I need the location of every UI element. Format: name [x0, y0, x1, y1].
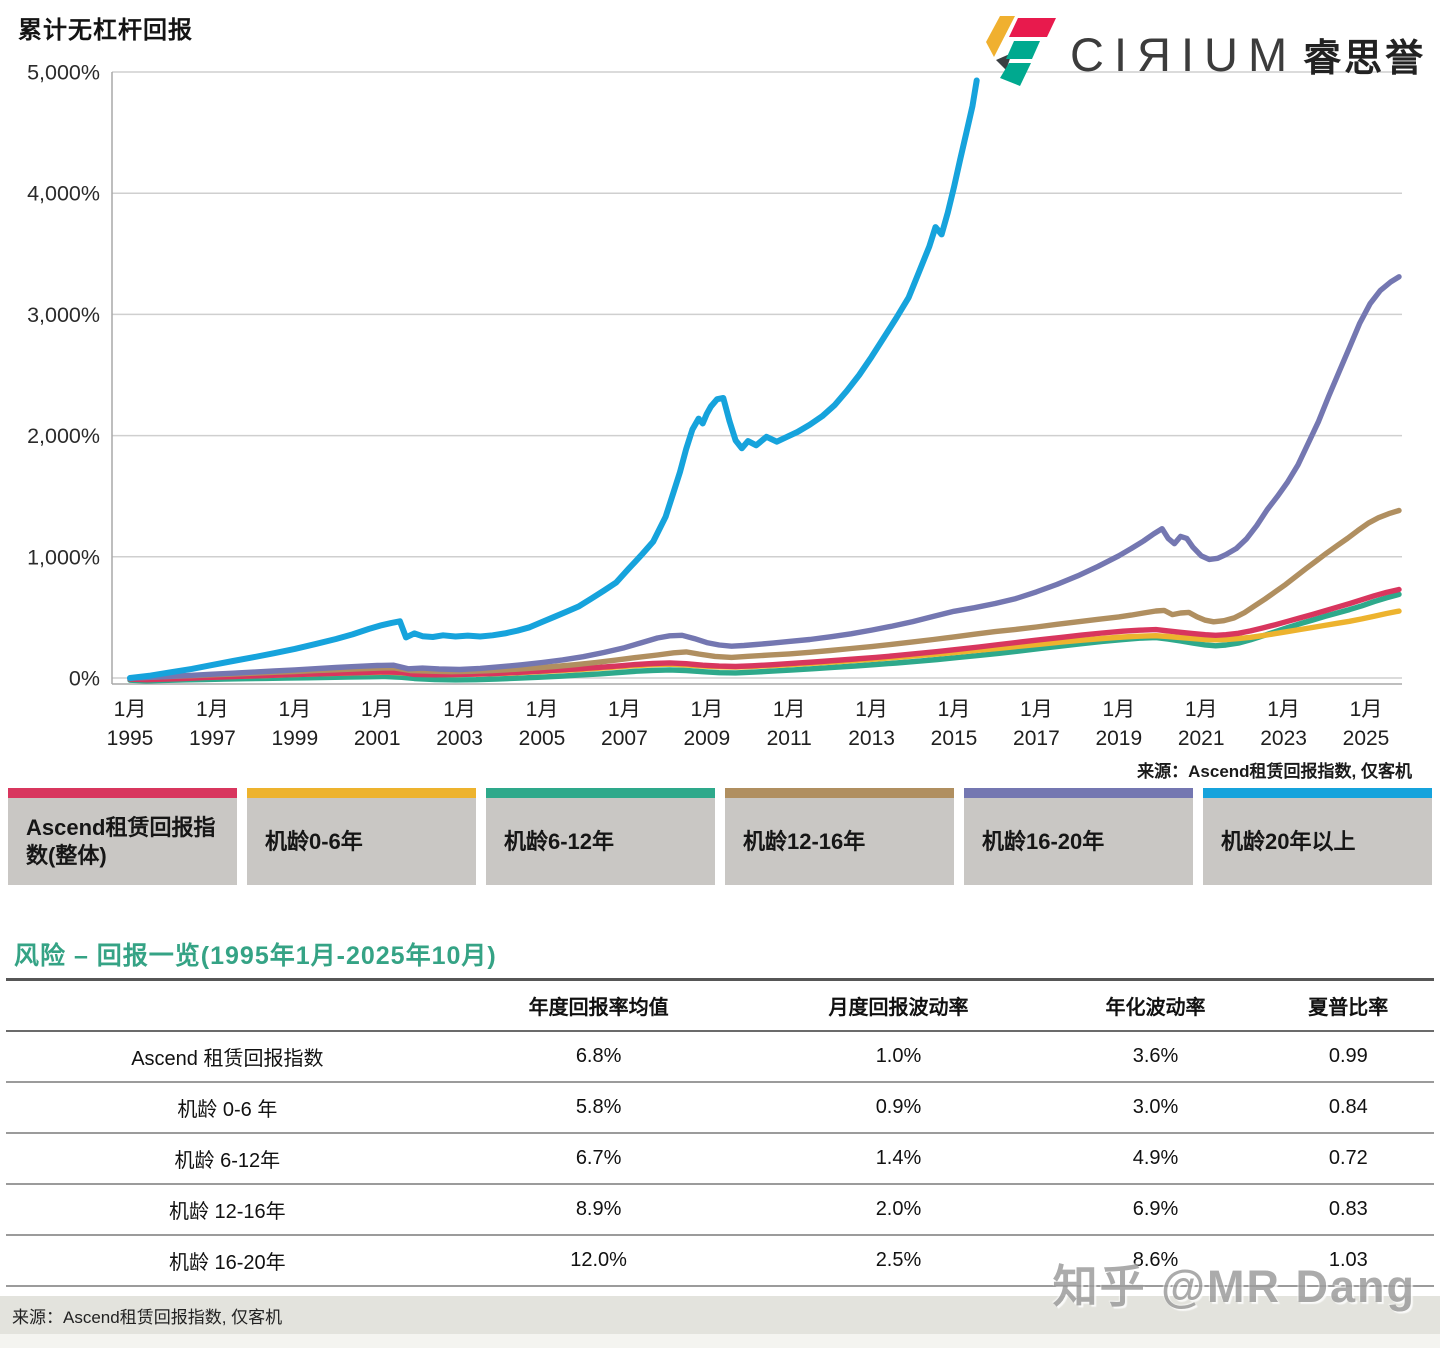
series-line-机龄16-20年 [127, 274, 1402, 681]
row-label: 机龄 6-12年 [174, 1150, 281, 1172]
row-value: 1.0% [875, 1045, 922, 1067]
legend-item: 机龄12-16年 [725, 788, 954, 885]
table-column-header: 月度回报波动率 [828, 997, 969, 1019]
series-lines [127, 77, 1402, 684]
cirium-logo-mark [986, 16, 1056, 86]
legend-item-label: 机龄0-6年 [265, 828, 363, 854]
row-value: 1.4% [875, 1147, 922, 1169]
series-line-机龄20年以上 [127, 77, 980, 681]
row-value: 12.0% [570, 1249, 627, 1271]
x-axis-tick-label: 1月 2005 [519, 698, 566, 750]
legend-color-bar [1203, 788, 1432, 798]
row-value: 8.9% [575, 1198, 622, 1220]
y-axis-tick-label: 0% [69, 667, 100, 691]
row-value: 0.84 [1328, 1096, 1368, 1118]
legend-item-label: 机龄6-12年 [504, 828, 615, 854]
risk-table-header: 年度回报率均值 月度回报波动率 年化波动率 夏普比率 [6, 979, 1434, 1032]
legend-color-bar [247, 788, 476, 798]
risk-table-title: 风险 – 回报一览(1995年1月-2025年10月) [14, 942, 497, 970]
legend-item-label: 机龄12-16年 [743, 828, 866, 854]
x-axis-tick-label: 1月 2017 [1013, 698, 1060, 750]
x-axis-tick-label: 1月 2023 [1260, 698, 1307, 750]
row-value: 0.83 [1328, 1198, 1368, 1220]
legend-item-label: Ascend租赁回报指数(整体) [26, 815, 216, 868]
x-axis-tick-label: 1月 2019 [1095, 698, 1142, 750]
row-label: Ascend 租赁回报指数 [131, 1048, 324, 1070]
x-axis-tick-label: 1月 2013 [848, 698, 895, 750]
x-axis-tick-label: 1月 1999 [271, 698, 318, 750]
y-axis-tick-label: 4,000% [27, 182, 100, 206]
table-row: 机龄 16-20年 12.0% 2.5% 8.6% 1.03 [6, 1235, 1434, 1286]
legend-item: 机龄20年以上 [1203, 788, 1432, 885]
y-axis-tick-label: 3,000% [27, 303, 100, 327]
table-row: 机龄 12-16年 8.9% 2.0% 6.9% 0.83 [6, 1184, 1434, 1235]
cirium-logo: CIЯIUM 睿思誉 [982, 8, 1426, 100]
y-axis-tick-label: 2,000% [27, 424, 100, 448]
x-axis-tick-label: 1月 1997 [189, 698, 236, 750]
y-axis-tick-label: 5,000% [27, 61, 100, 85]
legend-color-bar [964, 788, 1193, 798]
row-value: 2.5% [875, 1249, 922, 1271]
chart-title: 累计无杠杆回报 [18, 17, 193, 44]
series-line-机龄12-16年 [127, 507, 1402, 681]
legend-item: Ascend租赁回报指数(整体) [8, 788, 237, 885]
table-row: 机龄 6-12年 6.7% 1.4% 4.9% 0.72 [6, 1133, 1434, 1184]
table-column-header: 年化波动率 [1105, 997, 1206, 1019]
row-value: 3.6% [1132, 1045, 1179, 1067]
footer-source: 来源：Ascend租赁回报指数, 仅客机 [0, 1296, 1440, 1334]
chart-source-note: 来源：Ascend租赁回报指数, 仅客机 [1137, 762, 1412, 781]
row-label: 机龄 12-16年 [168, 1201, 286, 1223]
row-value: 0.72 [1328, 1147, 1368, 1169]
row-value: 8.6% [1132, 1249, 1179, 1271]
bottom-strip [0, 1334, 1440, 1348]
row-value: 6.9% [1132, 1198, 1179, 1220]
x-axis-tick-label: 1月 2009 [683, 698, 730, 750]
row-value: 0.99 [1328, 1045, 1368, 1067]
returns-line-chart: 0% 1,000% 2,000% 3,000% 4,000% 5,000% 1月 1995 1月… [27, 61, 1402, 751]
gridlines [111, 71, 1402, 685]
row-value: 3.0% [1132, 1096, 1179, 1118]
x-axis-tick-label: 1月 2025 [1343, 698, 1390, 750]
row-label: 机龄 16-20年 [168, 1252, 286, 1274]
axis-labels: 0% 1,000% 2,000% 3,000% 4,000% 5,000% 1月 1995 1月… [27, 61, 1389, 751]
y-axis-tick-label: 1,000% [27, 545, 100, 569]
table-column-header: 年度回报率均值 [528, 997, 669, 1019]
row-value: 5.8% [575, 1096, 622, 1118]
x-axis-tick-label: 1月 2011 [767, 698, 812, 750]
legend-item-label: 机龄20年以上 [1221, 828, 1356, 854]
table-column-header: 夏普比率 [1308, 997, 1389, 1019]
row-value: 0.9% [875, 1096, 922, 1118]
row-value: 6.7% [575, 1147, 622, 1169]
legend: Ascend租赁回报指数(整体) 机龄0-6年 机龄6-12年 机龄12-16年 机龄1… [8, 788, 1432, 885]
x-axis-tick-label: 1月 2001 [354, 698, 401, 750]
legend-item: 机龄0-6年 [247, 788, 476, 885]
row-value: 4.9% [1132, 1147, 1179, 1169]
series-line-Ascend租赁回报指数(整体) [127, 586, 1402, 683]
x-axis-tick-label: 1月 2007 [601, 698, 648, 750]
legend-color-bar [8, 788, 237, 798]
cirium-logo-chinese: 睿思誉 [1303, 37, 1427, 80]
legend-item-label: 机龄16-20年 [982, 828, 1105, 854]
x-axis-tick-label: 1月 2021 [1178, 698, 1225, 750]
legend-item: 机龄6-12年 [486, 788, 715, 885]
series-line-机龄6-12年 [127, 591, 1402, 684]
row-value: 1.03 [1328, 1249, 1368, 1271]
table-row: 机龄 0-6 年 5.8% 0.9% 3.0% 0.84 [6, 1082, 1434, 1133]
table-column-header [6, 980, 449, 1032]
table-header-row: 年度回报率均值 月度回报波动率 年化波动率 夏普比率 [6, 979, 1434, 1032]
zhihu-watermark: 知乎 @MR Dang [1052, 1261, 1416, 1312]
legend-color-bar [486, 788, 715, 798]
table-row: Ascend 租赁回报指数 6.8% 1.0% 3.6% 0.99 [6, 1031, 1434, 1082]
x-axis-tick-label: 1月 1995 [107, 698, 154, 750]
cirium-wordmark: CIЯIUM [1070, 27, 1298, 81]
row-value: 6.8% [575, 1045, 622, 1067]
x-axis-tick-label: 1月 2015 [931, 698, 978, 750]
legend-item: 机龄16-20年 [964, 788, 1193, 885]
row-value: 2.0% [875, 1198, 922, 1220]
x-axis-tick-label: 1月 2003 [436, 698, 483, 750]
legend-color-bar [725, 788, 954, 798]
row-label: 机龄 0-6 年 [177, 1099, 278, 1121]
